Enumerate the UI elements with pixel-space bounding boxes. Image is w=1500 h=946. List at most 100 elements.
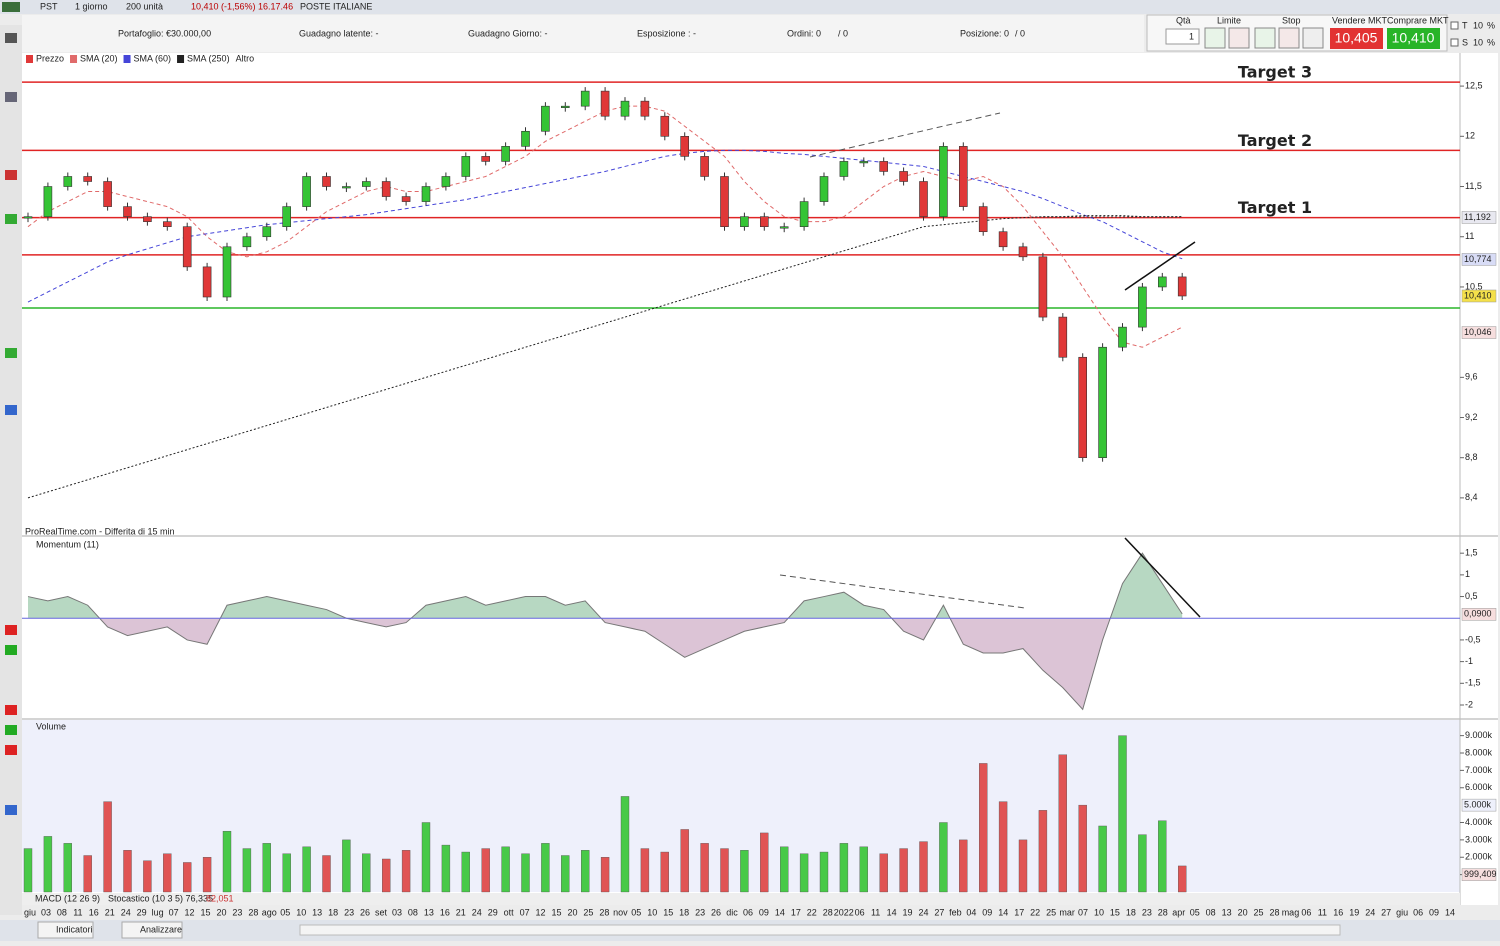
y-tick-label: 9,2: [1465, 412, 1478, 422]
legend-swatch: [70, 55, 78, 63]
scrollbar[interactable]: [299, 924, 1341, 936]
x-tick-label: 12: [536, 907, 546, 917]
x-tick-label: 10: [647, 907, 657, 917]
y-tick-label: 10,5: [1465, 281, 1483, 291]
limit-buy[interactable]: [1204, 27, 1226, 49]
x-tick-label: 09: [1429, 907, 1439, 917]
app-icon: [2, 2, 20, 12]
level-label: Target 3: [1238, 63, 1312, 82]
x-tick-label: 09: [982, 907, 992, 917]
s-pct: %: [1487, 37, 1495, 47]
y-tick-label: 9.000k: [1465, 730, 1493, 740]
y-tick-label: -0,5: [1465, 634, 1481, 644]
x-tick-label: 14: [998, 907, 1008, 917]
candle: [441, 176, 451, 187]
orders: Ordini: 0: [787, 28, 821, 38]
buy-button[interactable]: [1387, 28, 1440, 49]
analyze[interactable]: Analizzare: [140, 924, 182, 934]
sell-button[interactable]: [1330, 28, 1383, 49]
candle: [342, 186, 351, 189]
t-pct-value[interactable]: 10: [1473, 20, 1483, 30]
sell-price[interactable]: 10,405: [1335, 30, 1378, 46]
checkbox-s[interactable]: [1450, 38, 1459, 47]
x-tick-label: ott: [504, 907, 515, 917]
legend-item[interactable]: SMA (60): [134, 53, 172, 63]
x-tick-label: 06: [1301, 907, 1311, 917]
stop-sell[interactable]: [1278, 27, 1300, 49]
checkbox-t[interactable]: [1450, 21, 1459, 30]
legend-item[interactable]: Prezzo: [36, 53, 64, 63]
candle: [660, 115, 670, 137]
y-tick-label: 12: [1465, 131, 1475, 141]
legend-item[interactable]: SMA (20): [80, 53, 118, 63]
x-tick-label: 18: [328, 907, 338, 917]
indicators-button[interactable]: [37, 921, 94, 939]
x-tick-label: 05: [280, 907, 290, 917]
stop-buy[interactable]: [1254, 27, 1276, 49]
price-marker: [1461, 868, 1497, 881]
size[interactable]: 200 unità: [126, 1, 163, 11]
indicators[interactable]: Indicatori: [56, 924, 93, 934]
x-tick-label: 07: [1078, 907, 1088, 917]
candle: [759, 216, 769, 227]
position-of: / 0: [1015, 28, 1025, 38]
volume-bar: [939, 822, 948, 893]
volume-bar: [481, 848, 490, 893]
y-tick-label: 9,6: [1465, 372, 1478, 382]
volume-bar: [262, 843, 271, 893]
orders-of: / 0: [838, 28, 848, 38]
y-tick-label: 11: [1465, 231, 1474, 241]
candle: [1138, 286, 1147, 328]
volume-bar: [899, 848, 908, 893]
x-tick-label: 28: [1158, 907, 1168, 917]
volume-bar: [382, 858, 391, 893]
x-tick-label: 16: [89, 907, 99, 917]
y-tick-label: 7.000k: [1465, 765, 1493, 775]
x-tick-label: 06: [1413, 907, 1423, 917]
s-pct-value[interactable]: 10: [1473, 37, 1483, 47]
tab-macd[interactable]: MACD (12 26 9): [35, 893, 100, 903]
sma-line: [27, 149, 1183, 303]
volume-bar: [222, 830, 232, 893]
qty-input[interactable]: [1165, 28, 1200, 45]
period[interactable]: 1 giorno: [75, 1, 108, 11]
analyze-button[interactable]: [121, 921, 183, 939]
candle: [939, 146, 948, 217]
price-marker: [1461, 326, 1497, 339]
candle: [163, 221, 172, 227]
legend-swatch: [26, 55, 33, 63]
level-label: Target 2: [1238, 131, 1312, 150]
volume-bar: [143, 860, 152, 893]
t-label: T: [1462, 20, 1468, 30]
candle: [63, 176, 73, 187]
x-tick-label: 24: [472, 907, 482, 917]
volume-bar: [780, 846, 789, 893]
volume-bar: [421, 822, 431, 893]
tab-stoch[interactable]: Stocastico (10 3 5) 76,335: [108, 893, 213, 903]
position: Posizione: 0: [960, 28, 1009, 38]
x-tick-label: 18: [1126, 907, 1136, 917]
x-tick-label: 26: [360, 907, 370, 917]
legend-more[interactable]: Altro: [236, 53, 255, 63]
x-tick-label: 23: [344, 907, 354, 917]
y-tick-label: 2.000k: [1465, 852, 1493, 862]
qty[interactable]: 1: [1189, 31, 1194, 41]
volume-bar: [839, 843, 849, 893]
candle: [43, 186, 53, 217]
candle: [302, 176, 311, 207]
volume-bar: [163, 853, 172, 893]
stop-order[interactable]: [1302, 27, 1324, 49]
x-tick-label: 20: [1238, 907, 1248, 917]
limit-sell[interactable]: [1228, 27, 1250, 49]
candle: [421, 186, 431, 202]
volume-bar: [680, 829, 689, 893]
price-marker: [1461, 798, 1497, 812]
volume-bar: [1038, 810, 1048, 893]
tab-bar: [22, 893, 1460, 905]
instrument-name: POSTE ITALIANE: [300, 1, 372, 11]
symbol[interactable]: PST: [40, 1, 58, 11]
x-tick-label: 10: [1094, 907, 1104, 917]
legend-item[interactable]: SMA (250): [187, 53, 230, 63]
x-tick-label: 22: [1030, 907, 1040, 917]
buy-price[interactable]: 10,410: [1392, 30, 1435, 46]
